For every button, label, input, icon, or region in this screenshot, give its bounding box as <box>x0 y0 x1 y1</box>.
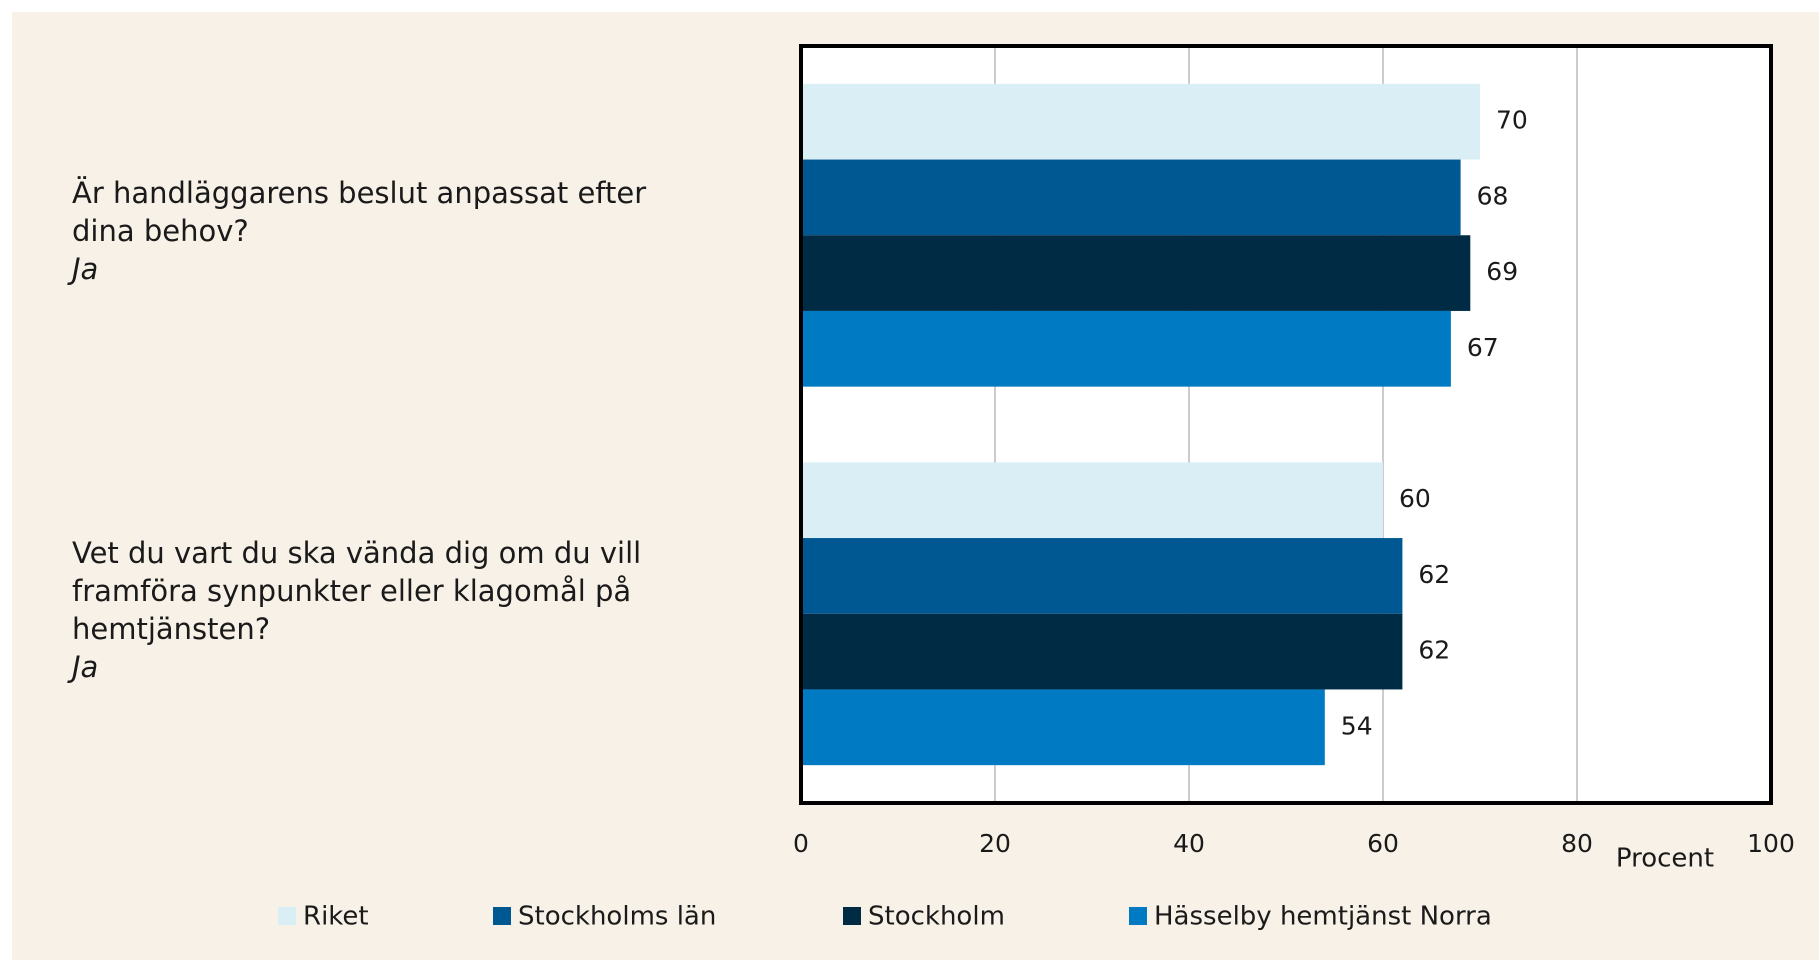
legend-swatch <box>843 907 861 925</box>
bar <box>801 83 1480 160</box>
value-label: 62 <box>1418 560 1450 589</box>
value-label: 69 <box>1486 257 1518 286</box>
bar <box>801 689 1325 766</box>
x-tick-label: 40 <box>1173 829 1205 858</box>
value-label: 62 <box>1418 636 1450 665</box>
legend-swatch <box>493 907 511 925</box>
x-tick-label: 0 <box>793 829 809 858</box>
value-label: 70 <box>1496 106 1528 135</box>
plot-frame <box>799 44 1773 805</box>
legend-label: Hässelby hemtjänst Norra <box>1154 902 1492 932</box>
bar <box>801 159 1461 236</box>
category-label: Vet du vart du ska vända dig om du vill … <box>72 534 712 686</box>
x-tick-label: 60 <box>1367 829 1399 858</box>
bar <box>801 310 1451 387</box>
bar <box>801 462 1383 539</box>
bar <box>801 235 1471 311</box>
legend-label: Stockholms län <box>518 902 716 932</box>
value-label: 68 <box>1477 181 1509 210</box>
value-label: 67 <box>1467 333 1499 362</box>
legend-swatch <box>278 907 296 925</box>
bar <box>801 538 1403 614</box>
category-text: Är handläggarens beslut anpassat efter d… <box>72 176 647 249</box>
legend-swatch <box>1129 907 1147 925</box>
value-label: 60 <box>1399 484 1431 513</box>
category-sublabel: Ja <box>72 252 99 287</box>
bar <box>801 613 1403 690</box>
value-label: 54 <box>1341 711 1373 740</box>
category-text: Vet du vart du ska vända dig om du vill … <box>72 535 642 646</box>
x-axis-label: Procent <box>1616 844 1714 874</box>
x-tick-label: 20 <box>979 829 1011 858</box>
x-tick-label: 100 <box>1747 829 1795 858</box>
x-tick-label: 80 <box>1561 829 1593 858</box>
legend-label: Riket <box>303 902 369 932</box>
category-sublabel: Ja <box>72 649 99 684</box>
legend-label: Stockholm <box>868 902 1005 932</box>
category-label: Är handläggarens beslut anpassat efter d… <box>72 174 712 288</box>
